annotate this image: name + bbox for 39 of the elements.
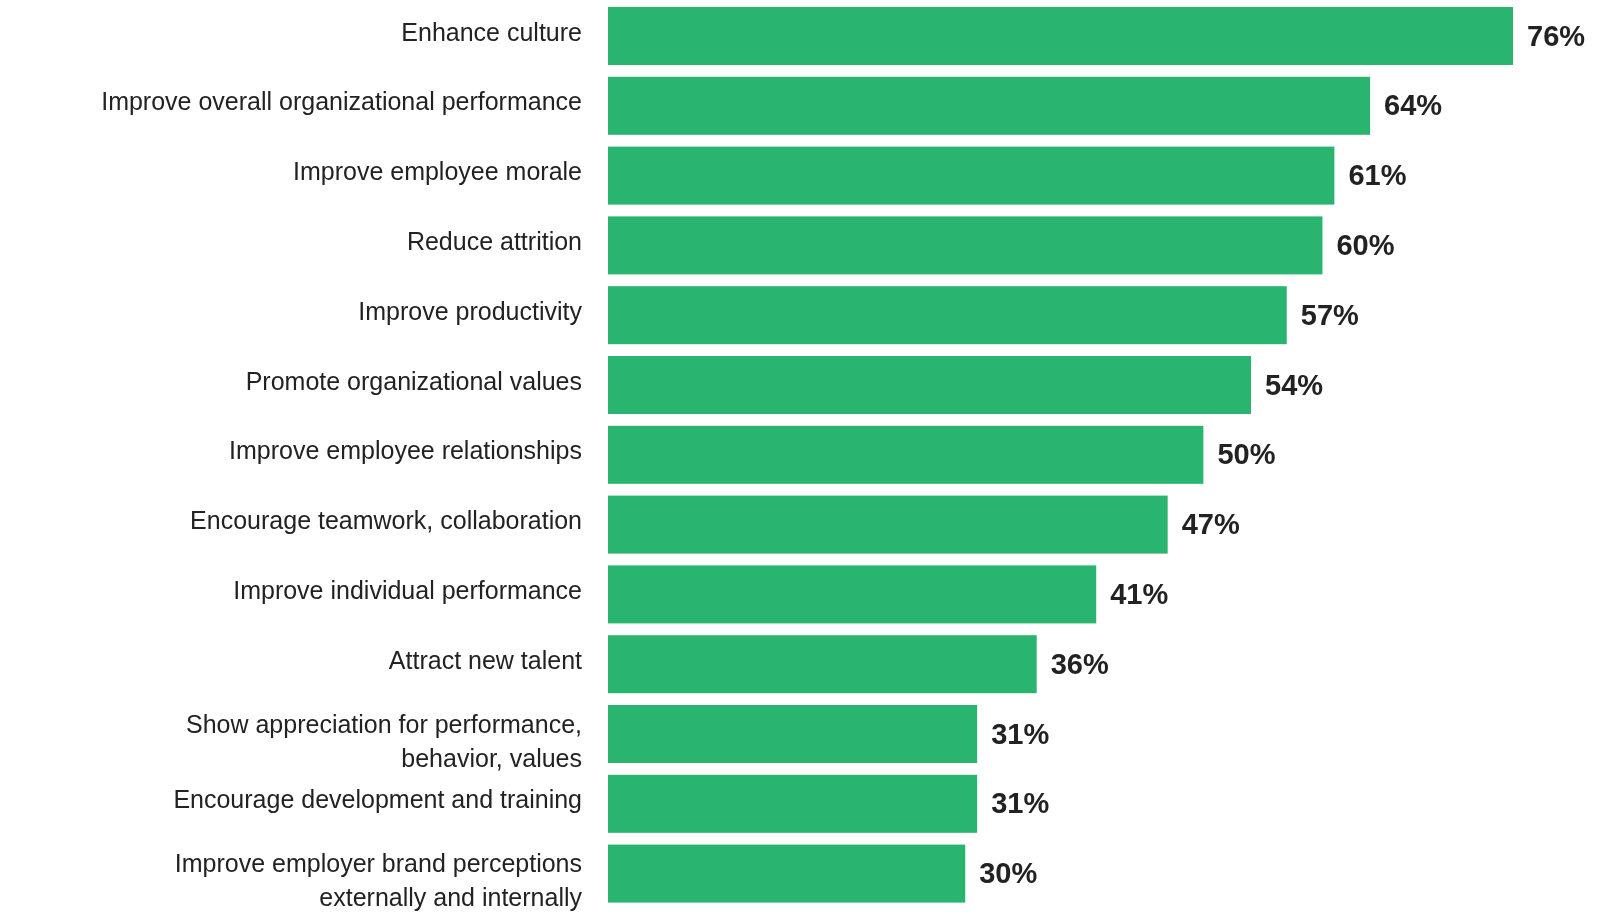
y-tick-label: Attract new talent [388, 645, 583, 674]
data-label: 47% [1181, 508, 1240, 541]
bar [608, 425, 1204, 484]
y-tick-label: Improve employer brand perceptions externally and internally [174, 849, 583, 912]
y-tick-label: Enhance culture [401, 17, 582, 46]
data-label: 60% [1336, 229, 1395, 262]
bar [608, 76, 1371, 135]
data-label: 64% [1384, 89, 1443, 122]
data-label: 50% [1217, 438, 1276, 471]
bar [608, 844, 966, 903]
data-label: 57% [1300, 298, 1360, 331]
bar [608, 774, 978, 833]
bar [608, 216, 1323, 275]
data-label: 54% [1265, 368, 1324, 401]
bar [608, 635, 1037, 694]
data-label: 41% [1110, 578, 1169, 611]
data-label: 61% [1348, 159, 1407, 192]
bar [608, 146, 1335, 205]
y-tick-label: Improve employee morale [292, 157, 582, 186]
data-label: 30% [979, 857, 1038, 890]
y-tick-label: Encourage teamwork, collaboration [190, 506, 582, 535]
bar [608, 565, 1097, 624]
bar [608, 7, 1513, 65]
y-tick-label: Improve overall organizational performance [101, 87, 582, 116]
bar [608, 495, 1168, 554]
y-tick-label: Promote organizational values [245, 366, 582, 395]
data-label: 76% [1527, 19, 1586, 52]
y-tick-label: Encourage development and training [173, 785, 582, 814]
data-label: 36% [1050, 647, 1109, 680]
y-tick-label: Improve productivity [358, 296, 583, 325]
y-tick-label: Improve individual performance [233, 576, 582, 605]
y-tick-label: Improve employee relationships [229, 436, 582, 465]
data-label: 31% [991, 787, 1050, 820]
y-tick-label: Reduce attrition [406, 227, 582, 256]
data-label: 31% [991, 717, 1050, 750]
y-tick-label: Show appreciation for performance, behavior, values [185, 709, 582, 772]
bar [608, 356, 1252, 414]
bar [608, 286, 1287, 345]
bar [608, 705, 978, 763]
